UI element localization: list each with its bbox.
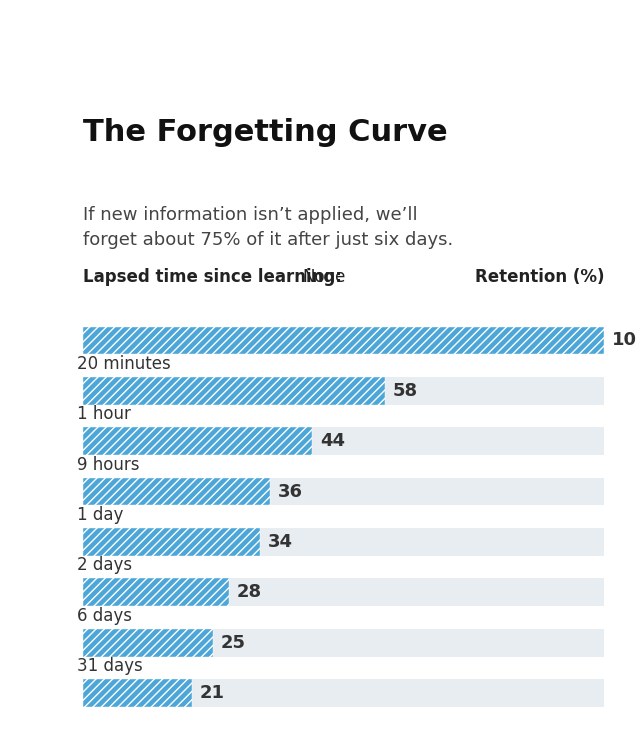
Text: 21: 21 bbox=[200, 684, 225, 702]
Bar bbox=[83, 629, 604, 657]
Bar bbox=[83, 629, 213, 657]
Text: 6 days: 6 days bbox=[78, 607, 132, 625]
Bar bbox=[83, 377, 604, 405]
Text: 36: 36 bbox=[279, 482, 303, 501]
Text: 9 hours: 9 hours bbox=[78, 456, 140, 474]
Text: 20 minutes: 20 minutes bbox=[78, 355, 171, 373]
Text: 25: 25 bbox=[221, 634, 246, 652]
Text: 34: 34 bbox=[268, 533, 293, 551]
Bar bbox=[83, 377, 385, 405]
Text: 2 days: 2 days bbox=[78, 556, 132, 575]
Bar bbox=[83, 427, 312, 455]
Text: 100%: 100% bbox=[612, 331, 636, 350]
Bar bbox=[83, 427, 604, 455]
Bar bbox=[83, 326, 604, 354]
Text: 28: 28 bbox=[237, 583, 261, 601]
Bar bbox=[83, 679, 604, 707]
Text: 1 day: 1 day bbox=[78, 506, 124, 524]
Text: 1 hour: 1 hour bbox=[78, 405, 132, 423]
Bar bbox=[83, 528, 604, 556]
Bar bbox=[83, 578, 604, 606]
Text: 44: 44 bbox=[320, 432, 345, 450]
Bar bbox=[83, 478, 604, 506]
Bar bbox=[83, 326, 604, 354]
Text: If new information isn’t applied, we’ll
forget about 75% of it after just six da: If new information isn’t applied, we’ll … bbox=[83, 206, 453, 249]
Text: 31 days: 31 days bbox=[78, 658, 143, 675]
Text: Retention (%): Retention (%) bbox=[474, 268, 604, 286]
Text: 58: 58 bbox=[393, 382, 418, 399]
Text: None: None bbox=[302, 268, 345, 286]
Bar bbox=[83, 578, 229, 606]
Text: The Forgetting Curve: The Forgetting Curve bbox=[83, 117, 447, 147]
Text: Lapsed time since learning:: Lapsed time since learning: bbox=[83, 268, 347, 286]
Bar bbox=[83, 478, 270, 506]
Bar bbox=[83, 679, 192, 707]
Bar bbox=[83, 528, 260, 556]
